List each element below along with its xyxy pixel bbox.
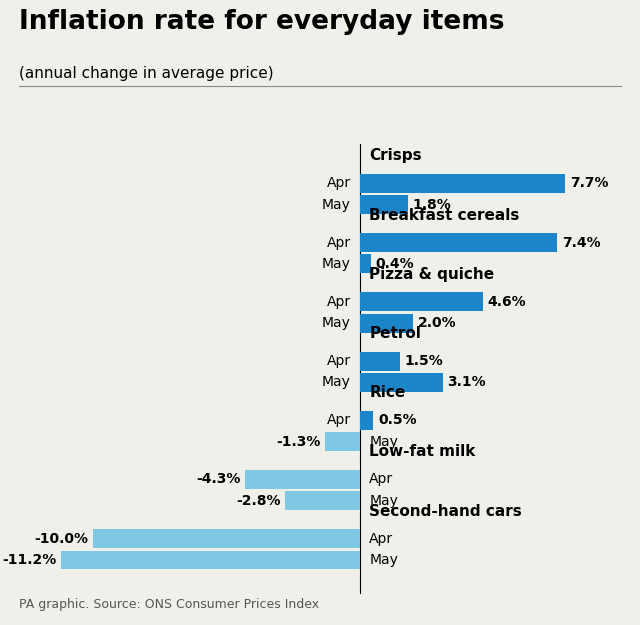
Text: May: May: [322, 257, 351, 271]
Text: May: May: [322, 316, 351, 330]
Text: 1.5%: 1.5%: [405, 354, 444, 368]
Bar: [360, 195, 408, 214]
Text: 2.0%: 2.0%: [418, 316, 457, 330]
Text: -1.3%: -1.3%: [276, 434, 321, 449]
Text: May: May: [322, 376, 351, 389]
Text: 7.7%: 7.7%: [570, 176, 609, 191]
Text: Breakfast cereals: Breakfast cereals: [369, 208, 520, 222]
Text: -4.3%: -4.3%: [196, 472, 241, 486]
Bar: [93, 529, 360, 548]
Text: 1.8%: 1.8%: [413, 198, 452, 212]
Text: 4.6%: 4.6%: [488, 295, 526, 309]
Text: Apr: Apr: [326, 295, 351, 309]
Bar: [285, 491, 360, 510]
Text: -2.8%: -2.8%: [236, 494, 280, 508]
Text: Apr: Apr: [369, 532, 394, 546]
Text: Low-fat milk: Low-fat milk: [369, 444, 476, 459]
Text: 0.5%: 0.5%: [378, 413, 417, 428]
Text: Apr: Apr: [326, 354, 351, 368]
Text: Rice: Rice: [369, 385, 406, 400]
Text: 3.1%: 3.1%: [447, 376, 486, 389]
Text: Petrol: Petrol: [369, 326, 421, 341]
Text: Inflation rate for everyday items: Inflation rate for everyday items: [19, 9, 505, 36]
Text: PA graphic. Source: ONS Consumer Prices Index: PA graphic. Source: ONS Consumer Prices …: [19, 598, 319, 611]
Text: 7.4%: 7.4%: [562, 236, 601, 249]
Bar: [360, 411, 373, 430]
Text: Apr: Apr: [369, 472, 394, 486]
Text: (annual change in average price): (annual change in average price): [19, 66, 274, 81]
Text: Apr: Apr: [326, 413, 351, 428]
Bar: [245, 470, 360, 489]
Bar: [360, 373, 443, 392]
Bar: [360, 292, 483, 311]
Text: -10.0%: -10.0%: [35, 532, 88, 546]
Text: May: May: [369, 553, 398, 567]
Bar: [360, 254, 371, 273]
Text: May: May: [369, 494, 398, 508]
Text: -11.2%: -11.2%: [3, 553, 56, 567]
Text: Second-hand cars: Second-hand cars: [369, 504, 522, 519]
Text: 0.4%: 0.4%: [376, 257, 414, 271]
Text: Apr: Apr: [326, 236, 351, 249]
Text: Crisps: Crisps: [369, 148, 422, 163]
Bar: [360, 352, 400, 371]
Bar: [61, 551, 360, 569]
Bar: [360, 174, 565, 193]
Bar: [360, 233, 557, 252]
Bar: [360, 314, 413, 332]
Text: Apr: Apr: [326, 176, 351, 191]
Bar: [325, 432, 360, 451]
Text: May: May: [322, 198, 351, 212]
Text: Pizza & quiche: Pizza & quiche: [369, 267, 495, 282]
Text: May: May: [369, 434, 398, 449]
